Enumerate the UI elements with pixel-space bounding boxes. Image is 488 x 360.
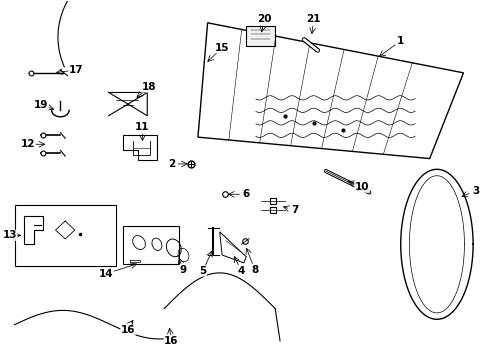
- Text: 20: 20: [257, 14, 271, 24]
- Text: 8: 8: [251, 265, 258, 275]
- Text: 10: 10: [354, 182, 368, 192]
- Text: 4: 4: [237, 266, 244, 276]
- Polygon shape: [219, 232, 246, 263]
- Text: 11: 11: [135, 122, 149, 132]
- Text: 5: 5: [199, 266, 206, 276]
- Text: 18: 18: [141, 82, 156, 92]
- Bar: [246, 26, 275, 46]
- Bar: [15, 205, 116, 266]
- Text: 14: 14: [99, 269, 113, 279]
- Text: 1: 1: [396, 36, 404, 46]
- Text: 6: 6: [242, 189, 249, 199]
- Text: 16: 16: [121, 325, 135, 335]
- Text: 3: 3: [471, 186, 478, 196]
- Polygon shape: [123, 135, 157, 160]
- Text: 12: 12: [20, 139, 35, 149]
- Text: 21: 21: [306, 14, 321, 24]
- Text: 17: 17: [69, 65, 83, 75]
- Text: 15: 15: [214, 43, 229, 53]
- Bar: [123, 226, 178, 264]
- Text: 13: 13: [2, 230, 17, 240]
- Text: 16: 16: [164, 337, 178, 346]
- Text: 7: 7: [290, 205, 298, 215]
- Text: 19: 19: [34, 100, 48, 110]
- Text: 9: 9: [180, 265, 186, 275]
- Text: 2: 2: [167, 159, 175, 169]
